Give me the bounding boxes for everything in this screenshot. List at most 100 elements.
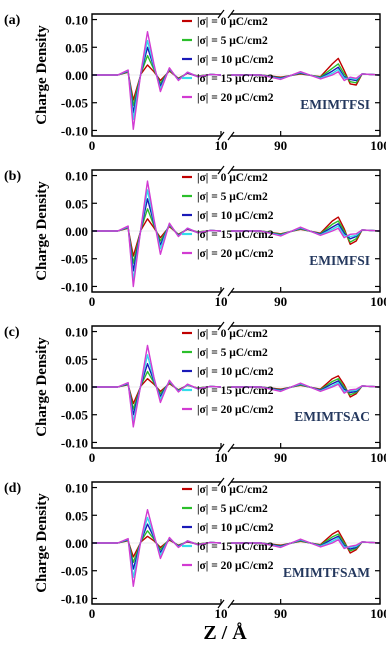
panels: 0.100.050.00-0.05-0.1001090100(a)Charge … — [4, 9, 386, 621]
x-tick-label: 10 — [215, 138, 228, 153]
legend: |σ| = 0 μC/cm2 |σ| = 5 μC/cm2 |σ| = 10 μC/… — [182, 16, 274, 104]
legend-item: |σ| = 0 μC/cm2 — [182, 16, 268, 28]
series-line-left-segment — [92, 509, 222, 587]
y-tick-label: -0.05 — [61, 96, 89, 111]
y-axis-label: Charge Density — [34, 25, 50, 125]
axis-break-mark — [227, 599, 235, 609]
y-tick-label: -0.10 — [61, 435, 88, 450]
legend-label: |σ| = 10 μC/cm2 — [197, 522, 274, 534]
legend-item: |σ| = 0 μC/cm2 — [182, 328, 268, 340]
y-tick-label: -0.05 — [61, 252, 89, 267]
legend-label: |σ| = 20 μC/cm2 — [197, 92, 274, 104]
y-axis-label: Charge Density — [34, 181, 50, 281]
axis-break-mark — [217, 321, 225, 331]
legend-label: |σ| = 5 μC/cm2 — [197, 347, 268, 359]
legend-item: |σ| = 10 μC/cm2 — [182, 54, 274, 66]
x-tick-label: 0 — [89, 450, 96, 465]
axis-break-mark — [227, 443, 235, 453]
x-tick-label: 100 — [370, 138, 386, 153]
legend-item: |σ| = 5 μC/cm2 — [182, 347, 268, 359]
ionic-liquid-name: EMIMTFSI — [300, 97, 370, 112]
legend: |σ| = 0 μC/cm2 |σ| = 5 μC/cm2 |σ| = 10 μC/… — [182, 328, 274, 416]
legend-label: |σ| = 20 μC/cm2 — [197, 560, 274, 572]
x-tick-label: 100 — [370, 450, 386, 465]
axis-break-mark — [227, 477, 235, 487]
x-tick-label: 100 — [370, 294, 386, 309]
panel-label: (d) — [4, 481, 21, 496]
y-axis-label: Charge Density — [34, 337, 50, 437]
y-tick-label: -0.05 — [61, 564, 89, 579]
y-tick-label: 0.05 — [65, 196, 88, 211]
x-tick-label: 10 — [215, 294, 228, 309]
series-line-5 — [92, 180, 381, 288]
panel-label: (a) — [4, 13, 21, 28]
y-tick-label: 0.10 — [65, 169, 88, 184]
chart-panel-d: 0.10 0.05 0.00 -0.05 -0.100 10 90 100 (d) Charge … — [4, 477, 386, 621]
x-tick-label: 0 — [89, 294, 96, 309]
y-tick-label: 0.10 — [65, 325, 88, 340]
ionic-liquid-name: EMIMFSI — [309, 253, 370, 268]
axis-break-mark — [217, 477, 225, 487]
ionic-liquid-name: EMIMTFSAM — [283, 565, 370, 580]
series-line-right-segment — [231, 70, 381, 82]
chart-panel-b: 0.10 0.05 0.00 -0.05 -0.100 10 90 100 (b) Charge … — [4, 165, 386, 309]
chart-panel-a: 0.10 0.05 0.00 -0.05 -0.100 10 90 100 (a) Charge … — [4, 9, 386, 153]
y-tick-label: 0.00 — [65, 224, 88, 239]
legend-label: |σ| = 0 μC/cm2 — [197, 484, 268, 496]
legend-label: |σ| = 5 μC/cm2 — [197, 191, 268, 203]
series-line-right-segment — [231, 382, 381, 394]
series-line-5 — [92, 31, 381, 131]
y-tick-label: -0.10 — [61, 123, 88, 138]
legend-label: |σ| = 5 μC/cm2 — [197, 503, 268, 515]
chart-panel-c: 0.10 0.05 0.00 -0.05 -0.100 10 90 100 (c) Charge … — [4, 321, 386, 465]
legend-item: |σ| = 0 μC/cm2 — [182, 172, 268, 184]
legend-label: |σ| = 0 μC/cm2 — [197, 172, 268, 184]
legend-label: |σ| = 10 μC/cm2 — [197, 54, 274, 66]
x-tick-label: 10 — [215, 450, 228, 465]
series-line-left-segment — [92, 344, 222, 428]
y-tick-label: 0.05 — [65, 508, 88, 523]
series-line-right-segment — [231, 226, 381, 239]
series-line-5 — [92, 344, 381, 428]
legend-item: |σ| = 10 μC/cm2 — [182, 366, 274, 378]
y-tick-label: -0.05 — [61, 408, 89, 423]
x-tick-label: 0 — [89, 606, 96, 621]
legend-item: |σ| = 0 μC/cm2 — [182, 484, 268, 496]
legend-label: |σ| = 20 μC/cm2 — [197, 248, 274, 260]
x-tick-label: 0 — [89, 138, 96, 153]
y-tick-label: 0.05 — [65, 352, 88, 367]
y-tick-label: -0.10 — [61, 591, 88, 606]
legend-item: |σ| = 5 μC/cm2 — [182, 503, 268, 515]
y-tick-label: 0.00 — [65, 536, 88, 551]
axis-break-mark — [227, 287, 235, 297]
series-line-left-segment — [92, 180, 222, 288]
x-tick-label: 90 — [274, 138, 287, 153]
legend-item: |σ| = 20 μC/cm2 — [182, 92, 274, 104]
legend-item: |σ| = 10 μC/cm2 — [182, 522, 274, 534]
y-axis-label: Charge Density — [34, 493, 50, 593]
legend-label: |σ| = 15 μC/cm2 — [197, 73, 274, 85]
series-line-5 — [92, 509, 381, 587]
shared-x-axis-label: Z / Å — [203, 621, 247, 644]
legend-item: |σ| = 5 μC/cm2 — [182, 35, 268, 47]
axis-break-mark — [227, 9, 235, 19]
x-tick-label: 100 — [370, 606, 386, 621]
legend-label: |σ| = 5 μC/cm2 — [197, 35, 268, 47]
y-tick-label: -0.10 — [61, 279, 88, 294]
axis-break-mark — [217, 165, 225, 175]
legend-label: |σ| = 20 μC/cm2 — [197, 404, 274, 416]
axis-break-mark — [227, 165, 235, 175]
x-tick-label: 90 — [274, 450, 287, 465]
legend-item: |σ| = 10 μC/cm2 — [182, 210, 274, 222]
legend: |σ| = 0 μC/cm2 |σ| = 5 μC/cm2 |σ| = 10 μC/… — [182, 172, 274, 260]
legend-item: |σ| = 5 μC/cm2 — [182, 191, 268, 203]
axis-break-mark — [227, 131, 235, 141]
axis-break-mark — [227, 321, 235, 331]
legend-label: |σ| = 15 μC/cm2 — [197, 541, 274, 553]
legend-label: |σ| = 15 μC/cm2 — [197, 229, 274, 241]
x-tick-label: 90 — [274, 606, 287, 621]
legend-label: |σ| = 0 μC/cm2 — [197, 328, 268, 340]
legend-label: |σ| = 10 μC/cm2 — [197, 366, 274, 378]
ionic-liquid-name: EMIMTSAC — [294, 409, 370, 424]
